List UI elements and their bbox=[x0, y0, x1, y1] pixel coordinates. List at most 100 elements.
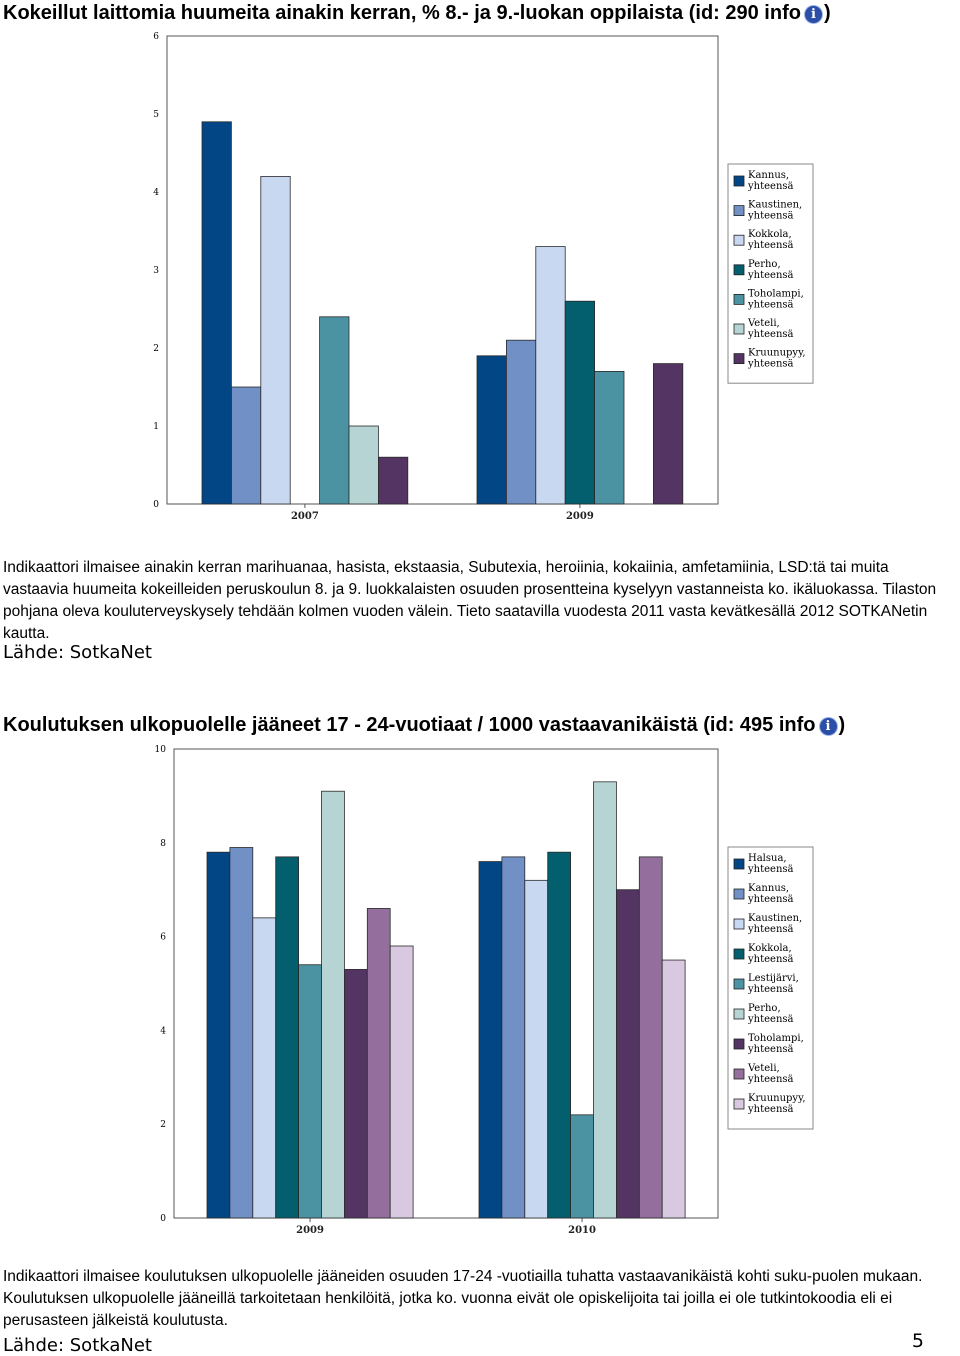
bar bbox=[616, 889, 640, 1219]
legend-label: Veteli, bbox=[747, 318, 780, 329]
legend-label: yhteensä bbox=[747, 1074, 794, 1085]
legend-label: Kannus, bbox=[748, 170, 789, 181]
y-tick-label: 3 bbox=[153, 266, 159, 276]
legend-label: yhteensä bbox=[747, 329, 794, 340]
legend-label: yhteensä bbox=[747, 1014, 794, 1025]
legend-swatch bbox=[733, 888, 745, 900]
bar bbox=[377, 456, 409, 505]
bar bbox=[389, 945, 414, 1219]
legend-label: Kaustinen, bbox=[748, 200, 802, 211]
legend-label: yhteensä bbox=[747, 1044, 794, 1055]
legend-swatch bbox=[733, 353, 745, 365]
chart1-title-text: Kokeillut laittomia huumeita ainakin ker… bbox=[3, 2, 801, 24]
bar bbox=[348, 425, 379, 505]
legend-label: Perho, bbox=[748, 259, 781, 270]
legend-swatch bbox=[733, 1008, 745, 1020]
legend-label: yhteensä bbox=[747, 984, 794, 995]
legend-label: Perho, bbox=[748, 1003, 781, 1014]
legend-label: yhteensä bbox=[747, 299, 794, 310]
chart2-source: Lähde: SotkaNet bbox=[3, 1335, 152, 1356]
legend-swatch bbox=[733, 948, 745, 960]
bar bbox=[594, 370, 625, 505]
y-tick-label: 6 bbox=[160, 933, 166, 943]
legend-swatch bbox=[733, 1098, 745, 1110]
bar bbox=[524, 879, 549, 1219]
y-tick-label: 6 bbox=[153, 32, 159, 42]
chart2-title-text: Koulutuksen ulkopuolelle jääneet 17 - 24… bbox=[3, 714, 816, 736]
x-tick-label: 2010 bbox=[568, 1225, 596, 1236]
legend-swatch bbox=[733, 918, 745, 930]
y-tick-label: 5 bbox=[153, 110, 159, 120]
y-tick-label: 2 bbox=[160, 1120, 166, 1130]
legend-label: Toholampi, bbox=[748, 288, 804, 299]
legend-swatch bbox=[733, 1038, 745, 1050]
bar bbox=[319, 316, 350, 505]
legend-swatch bbox=[733, 205, 745, 217]
x-tick-label: 2009 bbox=[296, 1225, 324, 1236]
y-tick-label: 2 bbox=[153, 344, 159, 354]
bar bbox=[252, 917, 277, 1219]
y-tick-label: 4 bbox=[160, 1026, 166, 1036]
bar bbox=[321, 790, 345, 1219]
legend-label: yhteensä bbox=[747, 894, 794, 905]
legend-label: Veteli, bbox=[747, 1063, 780, 1074]
legend-label: Kruunupyy, bbox=[748, 1093, 806, 1104]
info-icon[interactable]: i bbox=[804, 6, 822, 23]
legend-label: yhteensä bbox=[747, 211, 794, 222]
legend-label: Kokkola, bbox=[748, 229, 792, 240]
chart1-title-close: ) bbox=[823, 2, 831, 24]
y-tick-label: 10 bbox=[155, 745, 167, 755]
legend-label: yhteensä bbox=[747, 954, 794, 965]
bar bbox=[547, 851, 572, 1219]
legend-label: yhteensä bbox=[747, 924, 794, 935]
legend-swatch bbox=[733, 175, 745, 187]
y-tick-label: 4 bbox=[153, 188, 159, 198]
y-tick-label: 1 bbox=[153, 422, 159, 432]
page-number: 5 bbox=[911, 1330, 924, 1352]
y-tick-label: 0 bbox=[153, 500, 159, 510]
bar bbox=[201, 121, 232, 505]
bar bbox=[476, 355, 507, 505]
legend-swatch bbox=[733, 858, 745, 870]
legend-label: Halsua, bbox=[748, 853, 787, 864]
bar bbox=[661, 959, 686, 1219]
bar bbox=[501, 856, 526, 1219]
bar bbox=[260, 175, 291, 505]
bar bbox=[653, 363, 684, 505]
legend-label: yhteensä bbox=[747, 181, 794, 192]
bar bbox=[298, 964, 322, 1219]
info-icon[interactable]: i bbox=[819, 718, 837, 735]
legend-label: yhteensä bbox=[747, 270, 794, 281]
legend-label: Kruunupyy, bbox=[748, 348, 806, 359]
legend-label: Kokkola, bbox=[748, 943, 792, 954]
bar bbox=[366, 908, 391, 1219]
legend-swatch bbox=[733, 293, 745, 305]
chart2-title: Koulutuksen ulkopuolelle jääneet 17 - 24… bbox=[3, 713, 845, 737]
legend-swatch bbox=[733, 978, 745, 990]
bar bbox=[343, 969, 368, 1219]
legend-swatch bbox=[733, 264, 745, 276]
x-tick-label: 2009 bbox=[566, 511, 594, 522]
legend-label: yhteensä bbox=[747, 359, 794, 370]
x-tick-label: 2007 bbox=[291, 511, 319, 522]
legend-label: yhteensä bbox=[747, 240, 794, 251]
legend-label: yhteensä bbox=[747, 864, 794, 875]
chart1-source: Lähde: SotkaNet bbox=[3, 642, 152, 663]
legend-swatch bbox=[733, 1068, 745, 1080]
bar bbox=[593, 781, 617, 1219]
legend-label: Kannus, bbox=[748, 883, 789, 894]
legend-label: Kaustinen, bbox=[748, 913, 802, 924]
chart1-description: Indikaattori ilmaisee ainakin kerran mar… bbox=[3, 559, 937, 642]
y-tick-label: 0 bbox=[160, 1214, 166, 1224]
legend-label: yhteensä bbox=[747, 1104, 794, 1115]
bar bbox=[505, 339, 537, 505]
bar bbox=[275, 856, 300, 1219]
y-tick-label: 8 bbox=[160, 839, 166, 849]
bar bbox=[570, 1114, 594, 1219]
legend-swatch bbox=[733, 323, 745, 335]
legend-label: Lestijärvi, bbox=[748, 973, 799, 984]
chart1-title: Kokeillut laittomia huumeita ainakin ker… bbox=[3, 1, 831, 25]
bar bbox=[638, 856, 663, 1219]
